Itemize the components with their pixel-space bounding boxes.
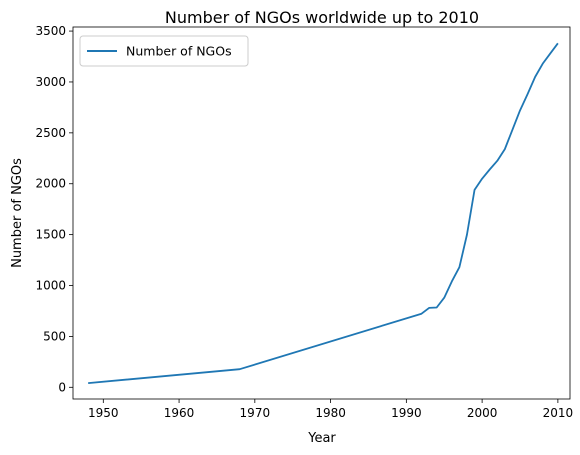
legend: Number of NGOs [79, 35, 249, 67]
y-tick-label: 500 [43, 329, 66, 343]
y-axis-label: Number of NGOs [10, 158, 25, 268]
y-tick-label: 2500 [35, 126, 66, 140]
legend-label: Number of NGOs [126, 44, 232, 59]
x-tick-label: 1960 [164, 406, 195, 420]
x-axis: 1950 1960 1970 1980 1990 2000 2010 [88, 399, 573, 420]
series-line [88, 42, 559, 385]
x-tick-label: 2010 [543, 406, 574, 420]
y-tick-label: 2000 [35, 177, 66, 191]
x-axis-label: Year [307, 431, 336, 446]
plot-area [72, 26, 571, 400]
x-tick-label: 2000 [467, 406, 498, 420]
y-tick-label: 3500 [35, 24, 66, 38]
y-tick-label: 1500 [35, 228, 66, 242]
y-axis: 0 500 1000 1500 2000 2500 3000 3500 [35, 24, 73, 394]
y-tick-label: 0 [58, 380, 66, 394]
x-tick-label: 1980 [315, 406, 346, 420]
x-tick-label: 1950 [88, 406, 119, 420]
x-tick-label: 1970 [240, 406, 271, 420]
legend-box [79, 35, 249, 67]
y-tick-label: 3000 [35, 75, 66, 89]
series-layer [88, 42, 559, 385]
chart-title: Number of NGOs worldwide up to 2010 [165, 8, 479, 27]
x-tick-label: 1990 [391, 406, 422, 420]
y-tick-label: 1000 [35, 279, 66, 293]
